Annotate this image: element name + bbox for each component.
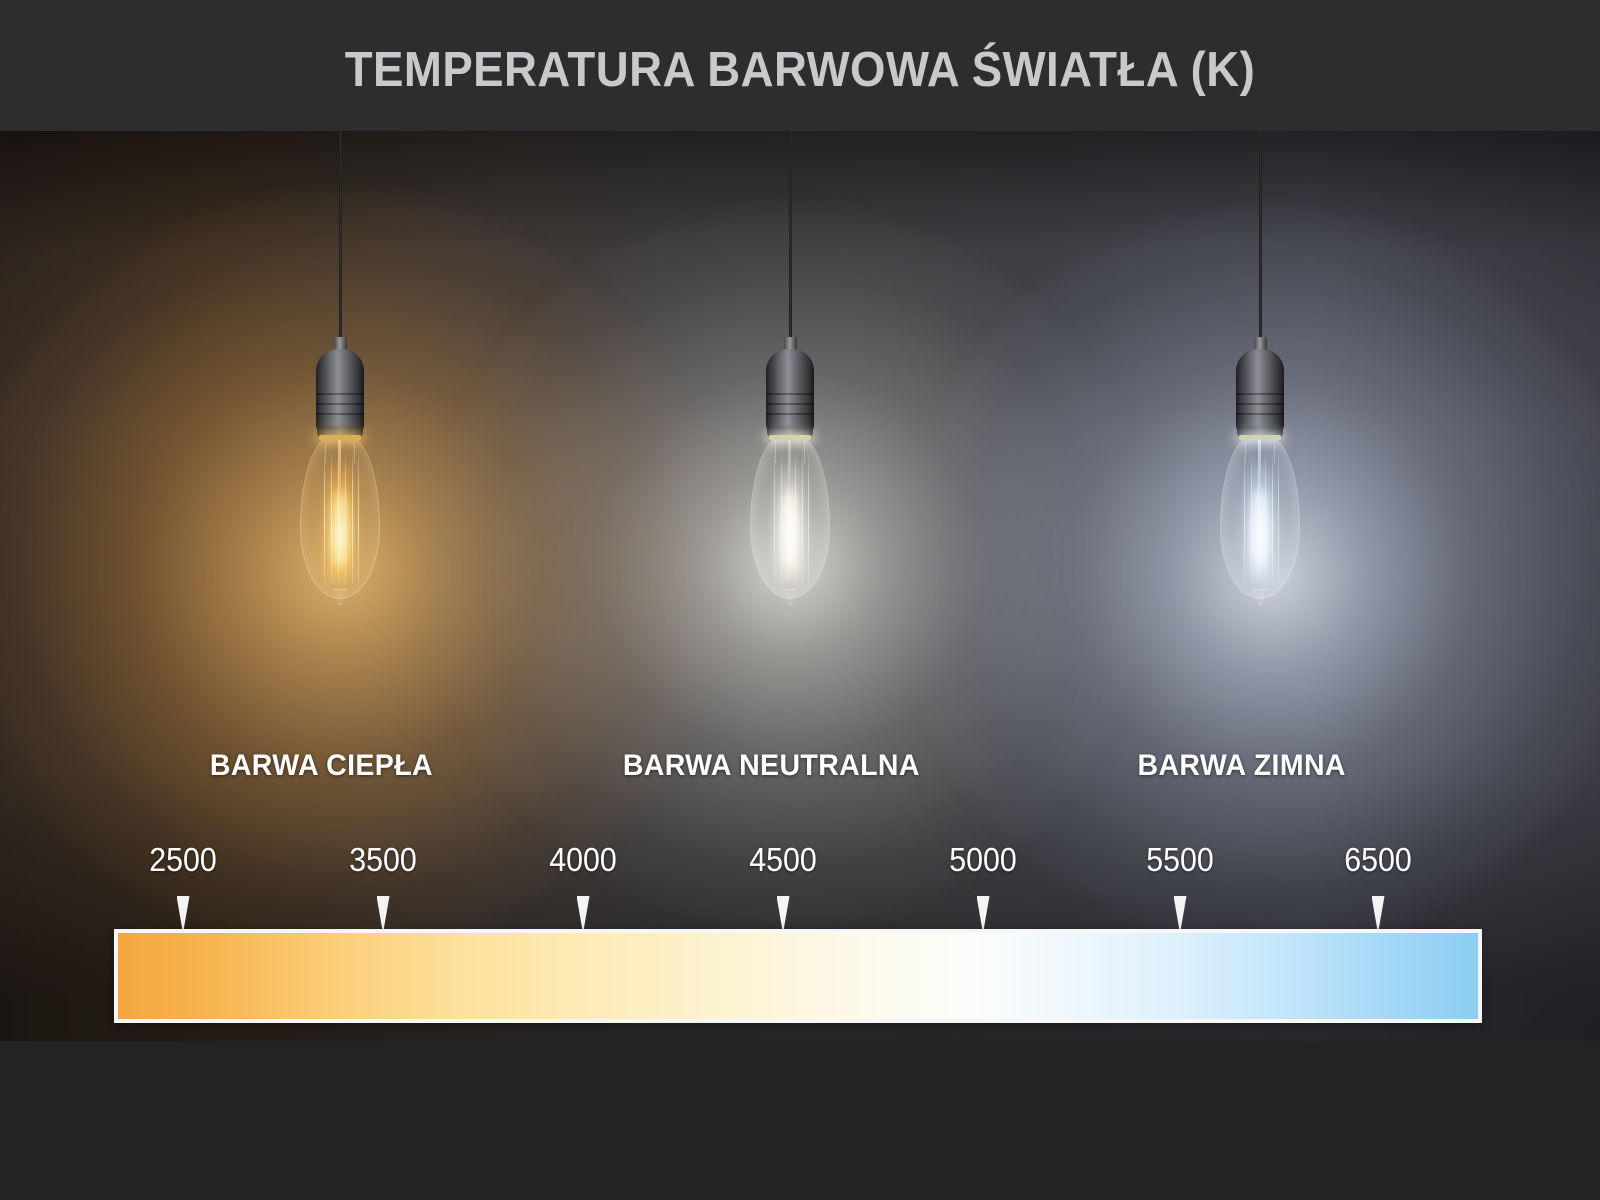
tick-label-4000: 4000 (549, 841, 617, 878)
header-bar: TEMPERATURA BARWOWA ŚWIATŁA (K) (0, 0, 1600, 131)
tick-arrow-4000 (576, 896, 590, 929)
tick-arrow-5500 (1173, 896, 1187, 929)
color-temperature-gradient (118, 933, 1478, 1019)
tick-label-3500: 3500 (349, 841, 417, 878)
page-title: TEMPERATURA BARWOWA ŚWIATŁA (K) (344, 43, 1256, 97)
tick-arrow-2500 (176, 896, 190, 929)
tick-label-2500: 2500 (149, 841, 217, 878)
tick-label-4500: 4500 (749, 841, 817, 878)
color-temperature-bar (114, 929, 1482, 1023)
tick-arrow-4500 (776, 896, 790, 929)
tick-arrow-6500 (1371, 896, 1385, 929)
tick-label-5500: 5500 (1146, 841, 1214, 878)
tick-arrow-5000 (976, 896, 990, 929)
tick-arrow-3500 (376, 896, 390, 929)
tick-label-5000: 5000 (949, 841, 1017, 878)
tick-label-6500: 6500 (1344, 841, 1412, 878)
bottom-background (0, 1041, 1600, 1200)
